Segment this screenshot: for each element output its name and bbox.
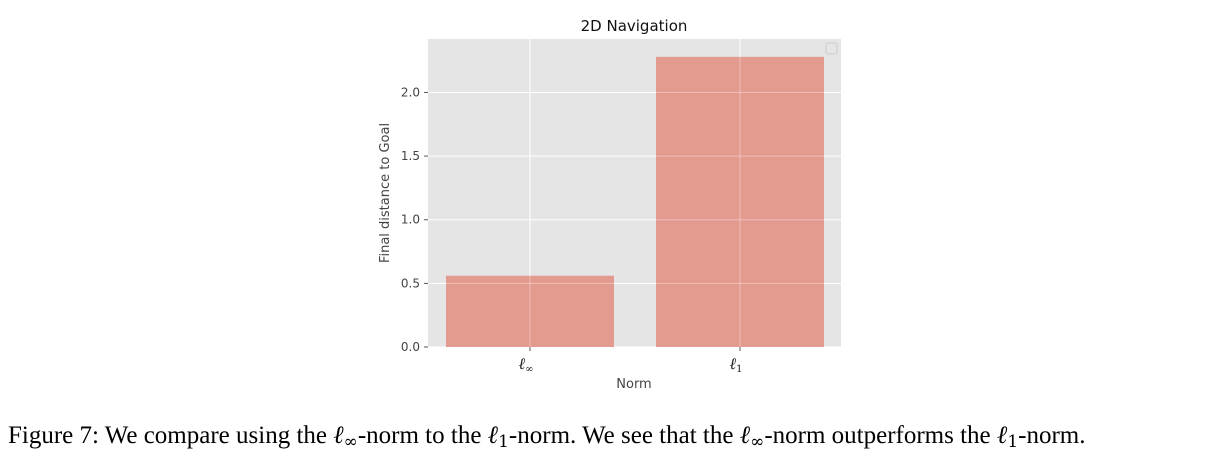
caption-math-2-sub: 1 (498, 432, 509, 452)
caption-math-3-sub: ∞ (750, 432, 765, 452)
caption-math-1: ℓ∞ (333, 420, 358, 452)
caption-text-4: -norm outperforms the (764, 422, 997, 449)
chart-title: 2D Navigation (581, 17, 688, 35)
caption-math-4: ℓ1 (996, 420, 1019, 452)
bars (446, 56, 824, 348)
caption-label: Figure 7: (8, 422, 99, 449)
caption-text-1: We compare using the (98, 422, 334, 449)
y-tick-label: 2.0 (401, 85, 420, 99)
x-axis-title: Norm (616, 377, 651, 392)
y-tick-label: 0.5 (401, 276, 420, 290)
y-axis-title: Final distance to Goal (378, 123, 393, 263)
legend-box (825, 42, 838, 55)
bar-chart: 2D Navigation 0.00.51.01.52.0 ℓ∞ ℓ1 Norm … (378, 17, 841, 392)
caption-text-3: -norm. We see that the (508, 422, 740, 449)
caption-math-3: ℓ∞ (739, 420, 765, 452)
figure-caption: Figure 7: We compare using the ℓ∞-norm t… (8, 418, 1223, 459)
x-tick-label: ℓ∞ (518, 354, 533, 375)
caption-math-2: ℓ1 (487, 420, 509, 452)
bar (446, 275, 614, 347)
caption-math-2-base: ℓ (487, 420, 499, 449)
x-tick-label: ℓ1 (729, 354, 742, 375)
caption-text-5: -norm. (1018, 422, 1086, 449)
caption-math-1-sub: ∞ (343, 432, 358, 452)
caption-math-4-base: ℓ (996, 420, 1008, 449)
caption-math-1-base: ℓ (333, 420, 344, 449)
y-tick-label: 1.0 (401, 213, 420, 227)
bar (656, 56, 824, 348)
caption-math-4-sub: 1 (1007, 432, 1019, 452)
caption-text-2: -norm to the (357, 422, 488, 449)
x-axis-ticks: ℓ∞ ℓ1 (518, 347, 743, 375)
y-tick-label: 0.0 (401, 340, 420, 354)
y-tick-label: 1.5 (401, 149, 420, 163)
y-axis-ticks: 0.0 0.5 1.0 1.5 2.0 (401, 85, 428, 354)
caption-math-3-base: ℓ (739, 420, 751, 449)
